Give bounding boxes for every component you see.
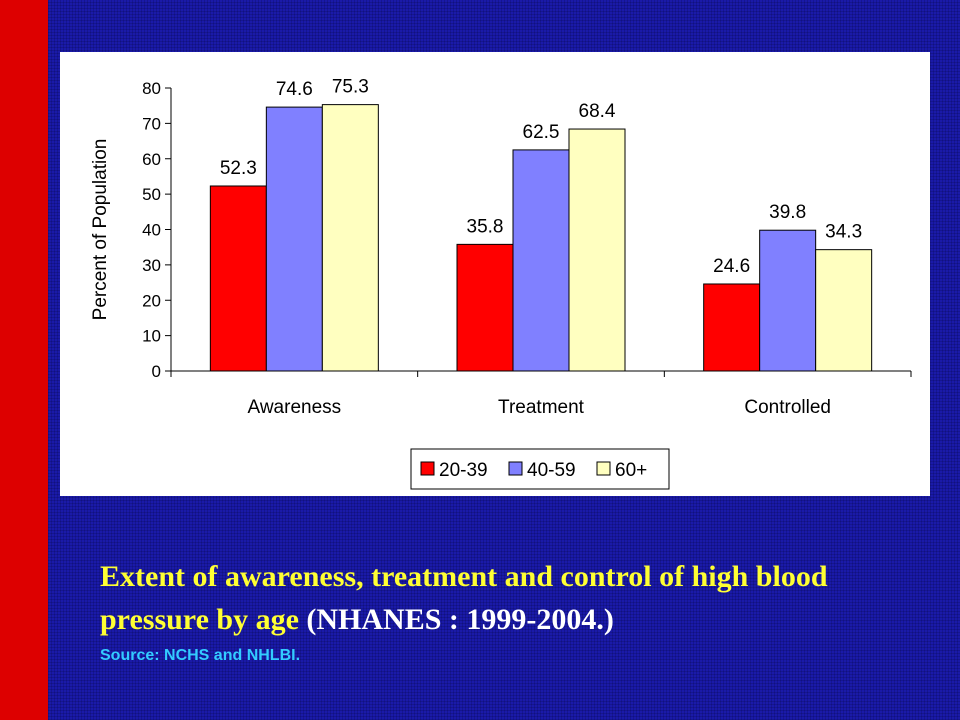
- legend-swatch-60+: [596, 461, 611, 476]
- data-label-60+-Controlled: 34.3: [825, 222, 862, 243]
- legend-label-40-59: 40-59: [527, 460, 576, 481]
- caption-main: Extent of awareness, treatment and contr…: [100, 560, 828, 636]
- y-tick-label-4: 40: [142, 221, 161, 240]
- y-tick-label-8: 80: [142, 79, 161, 98]
- y-tick-label-3: 30: [142, 256, 161, 275]
- bar-chart: 0 10 20 30 40 50 60 70 80 Percent of Population Aw…: [90, 77, 912, 490]
- bar-60+-Treatment: [568, 128, 626, 372]
- chart-panel: 0 10 20 30 40 50 60 70 80 Percent of Population Aw…: [60, 52, 930, 496]
- caption-tail: (NHANES : 1999-2004.): [298, 603, 614, 636]
- y-tick-label-6: 60: [142, 150, 161, 169]
- data-label-60+-Treatment: 68.4: [579, 101, 616, 122]
- data-label-20-39-Treatment: 35.8: [467, 216, 504, 237]
- bar-20-39-Awareness: [209, 185, 267, 372]
- source-note: Source: NCHS and NHLBI.: [100, 647, 301, 664]
- y-axis-label: Percent of Population: [90, 139, 111, 321]
- y-tick-label-0: 0: [152, 362, 161, 381]
- bar-60+-Controlled: [815, 249, 873, 372]
- y-tick-label-1: 10: [142, 327, 161, 346]
- legend-label-20-39: 20-39: [439, 460, 488, 481]
- bar-40-59-Awareness: [265, 106, 323, 372]
- data-label-60+-Awareness: 75.3: [332, 77, 369, 98]
- data-label-40-59-Treatment: 62.5: [523, 122, 560, 143]
- bar-20-39-Treatment: [456, 243, 514, 372]
- data-label-20-39-Controlled: 24.6: [713, 256, 750, 277]
- category-label-0: Awareness: [248, 397, 342, 418]
- y-tick-label-2: 20: [142, 291, 161, 310]
- left-accent-bar: [0, 0, 48, 720]
- legend-swatch-20-39: [420, 461, 435, 476]
- data-label-20-39-Awareness: 52.3: [220, 158, 257, 179]
- bar-40-59-Controlled: [759, 229, 817, 372]
- category-label-1: Treatment: [498, 397, 585, 418]
- legend-swatch-40-59: [508, 461, 523, 476]
- bar-40-59-Treatment: [512, 149, 570, 372]
- y-tick-label-5: 50: [142, 185, 161, 204]
- data-label-40-59-Awareness: 74.6: [276, 79, 313, 100]
- category-label-2: Controlled: [744, 397, 831, 418]
- legend-box: [410, 448, 670, 490]
- data-label-40-59-Controlled: 39.8: [769, 202, 806, 223]
- bar-60+-Awareness: [321, 104, 379, 372]
- y-tick-label-7: 70: [142, 114, 161, 133]
- bar-20-39-Controlled: [703, 283, 761, 372]
- slide-caption: Extent of awareness, treatment and contr…: [100, 555, 930, 641]
- legend-label-60+: 60+: [615, 460, 647, 481]
